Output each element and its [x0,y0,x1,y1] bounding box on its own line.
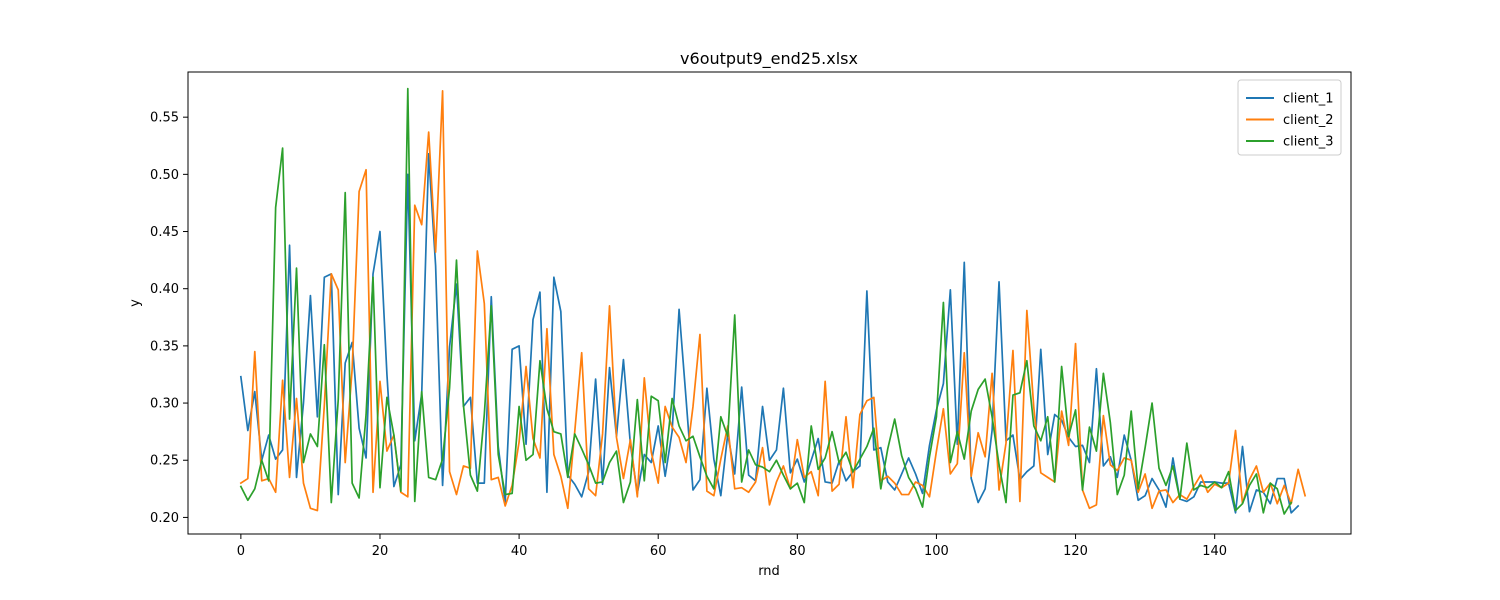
x-tick-label: 140 [1202,544,1227,559]
x-axis-label: rnd [758,564,780,579]
y-axis: 0.20 0.25 0.30 0.35 0.40 0.45 0.50 0.55 [150,111,188,526]
series-line-client-1 [239,152,1300,514]
y-tick-label: 0.55 [150,111,179,126]
y-axis-label: y [128,299,143,307]
series-line-client-2 [239,90,1307,512]
series-line-client-3 [239,87,1293,515]
y-tick-label: 0.35 [150,339,179,354]
y-tick-label: 0.30 [150,397,179,412]
x-tick-label: 0 [237,544,245,559]
x-tick-label: 100 [924,544,949,559]
legend-label-client-1: client_1 [1283,92,1333,107]
legend: client_1 client_2 client_3 [1237,79,1342,156]
x-tick-label: 20 [372,544,389,559]
legend-label-client-3: client_3 [1283,135,1333,150]
y-tick-label: 0.45 [150,225,179,240]
series-layer [239,87,1307,515]
x-tick-label: 60 [650,544,667,559]
x-tick-label: 120 [1063,544,1088,559]
legend-label-client-2: client_2 [1283,113,1333,128]
y-tick-label: 0.20 [150,511,179,526]
chart-title: v6output9_end25.xlsx [680,49,858,69]
x-axis: 0 20 40 60 80 100 120 140 [237,534,1227,559]
plot-frame [187,71,1352,535]
y-tick-label: 0.40 [150,282,179,297]
y-tick-label: 0.50 [150,168,179,183]
x-tick-label: 80 [789,544,806,559]
y-tick-label: 0.25 [150,454,179,469]
x-tick-label: 40 [511,544,528,559]
